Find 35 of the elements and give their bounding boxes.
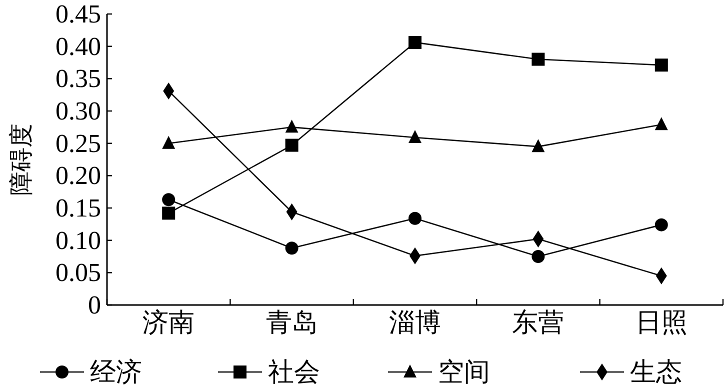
point — [532, 250, 545, 263]
x-tick-label: 淄博 — [389, 308, 441, 337]
legend-label: 社会 — [268, 358, 320, 386]
point — [162, 136, 176, 149]
point — [408, 130, 422, 144]
point — [162, 206, 176, 220]
x-tick-label: 青岛 — [266, 308, 318, 337]
legend-label: 生态 — [630, 358, 682, 386]
y-tick-label: 0.15 — [56, 194, 101, 222]
y-tick-label: 0.20 — [56, 161, 101, 190]
x-tick-label: 日照 — [635, 308, 688, 337]
y-tick-label: 0.30 — [56, 96, 101, 126]
point — [408, 212, 422, 225]
y-tick-label: 0.40 — [56, 32, 101, 61]
point — [285, 242, 298, 255]
point — [532, 52, 545, 66]
point — [285, 138, 298, 152]
y-tick-label: 0.25 — [56, 128, 101, 158]
point — [532, 139, 545, 152]
y-axis-title: 障碍度 — [8, 124, 35, 196]
y-tick-label: 0.45 — [56, 0, 101, 28]
x-tick-label: 济南 — [142, 308, 195, 337]
point — [285, 120, 298, 133]
y-tick-label: 0.05 — [56, 258, 101, 288]
y-tick-label: 0.35 — [56, 64, 101, 94]
legend-label: 经济 — [90, 358, 142, 386]
point — [654, 58, 668, 72]
y-tick-label: 0.10 — [56, 226, 101, 255]
legend-label: 空间 — [438, 358, 490, 386]
y-tick-label: 0 — [88, 290, 101, 320]
point — [654, 218, 668, 232]
point — [162, 193, 176, 206]
x-tick-label: 东营 — [512, 308, 564, 337]
point — [408, 36, 422, 49]
point — [654, 117, 668, 130]
